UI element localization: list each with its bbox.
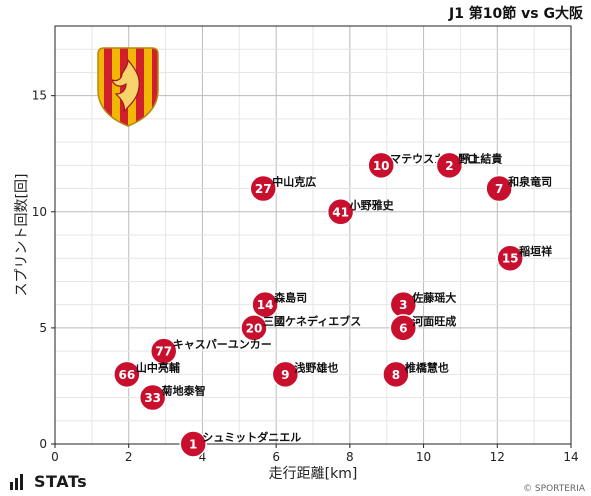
chart-title: J1 第10節 vs G大阪 xyxy=(448,6,583,22)
point-name-label: 佐藤瑶大 xyxy=(411,291,456,305)
player-point: 8 椎橋慧也 xyxy=(382,360,449,389)
player-point: 6 河面旺成 xyxy=(389,314,456,342)
x-tick-label: 2 xyxy=(125,450,133,464)
x-tick-label: 10 xyxy=(416,450,431,464)
crest-stripe xyxy=(120,48,128,126)
point-marker xyxy=(367,151,395,180)
point-marker xyxy=(149,337,178,365)
point-marker xyxy=(251,290,279,319)
plot-frame xyxy=(54,25,572,445)
y-tick-label: 10 xyxy=(32,205,47,219)
point-marker xyxy=(179,430,207,458)
y-axis-label: スプリント回数[回] xyxy=(14,174,30,297)
point-number-label: 7 xyxy=(495,182,503,196)
point-name-label: キャスパーユンカー xyxy=(173,338,272,351)
point-number-label: 33 xyxy=(144,391,161,405)
point-name-label: 椎橋慧也 xyxy=(404,360,449,374)
point-name-label: 菊地泰智 xyxy=(162,384,206,398)
player-point: 3 佐藤瑶大 xyxy=(389,291,456,319)
point-number-label: 6 xyxy=(399,321,407,335)
point-name-label: 和泉竜司 xyxy=(508,175,552,189)
point-number-label: 10 xyxy=(373,159,390,173)
player-point: 20 三國ケネディエブス xyxy=(240,314,361,342)
point-name-label: 三國ケネディエブス xyxy=(263,314,361,328)
point-marker xyxy=(249,174,277,203)
point-marker xyxy=(435,151,464,180)
crest-shape xyxy=(97,47,159,127)
copyright: © SPORTERIA xyxy=(523,484,585,494)
point-number-label: 27 xyxy=(255,182,272,196)
point-marker xyxy=(382,360,410,389)
point-marker xyxy=(113,360,141,389)
stats-logo: STATs xyxy=(10,472,87,491)
point-marker xyxy=(138,383,167,412)
point-marker xyxy=(485,174,513,203)
phoenix-icon xyxy=(111,58,140,113)
point-marker xyxy=(271,360,300,389)
x-tick-label: 4 xyxy=(199,450,207,464)
player-point: 33 菊地泰智 xyxy=(138,383,206,412)
crest-stripes xyxy=(104,48,158,126)
crest-stripe xyxy=(104,48,112,126)
crest-stripe xyxy=(136,48,144,126)
point-name-label: 中山克広 xyxy=(272,175,316,189)
x-tick-label: 8 xyxy=(346,450,354,464)
point-number-label: 15 xyxy=(502,252,519,266)
x-tick-label: 0 xyxy=(51,450,59,464)
player-point: 14 森島司 xyxy=(251,290,307,319)
point-name-label: 森島司 xyxy=(274,291,307,305)
y-tick-label: 5 xyxy=(39,321,47,335)
point-marker xyxy=(326,198,355,226)
y-tick-label: 15 xyxy=(32,89,47,103)
point-number-label: 1 xyxy=(189,438,197,452)
point-name-label: 河面旺成 xyxy=(412,314,456,328)
point-name-label: 小野雅史 xyxy=(349,198,395,212)
player-point: 9 浅野雄也 xyxy=(271,360,338,389)
stats-brand: STATs xyxy=(34,472,88,491)
point-number-label: 9 xyxy=(281,368,289,382)
point-marker xyxy=(496,244,524,272)
x-tick-label: 12 xyxy=(490,450,505,464)
point-name-label: 浅野雄也 xyxy=(294,360,338,374)
player-point: 2 野上結貴 xyxy=(435,151,502,180)
point-number-label: 41 xyxy=(332,205,349,219)
point-marker xyxy=(240,314,268,342)
point-number-label: 77 xyxy=(155,345,172,359)
player-point: 15 稲垣祥 xyxy=(496,244,552,272)
player-point: 1 シュミットダニエル xyxy=(179,430,301,458)
point-number-label: 14 xyxy=(257,298,274,312)
x-axis-label: 走行距離[km] xyxy=(269,465,358,482)
player-point: 27 中山克広 xyxy=(249,174,316,203)
player-point: 41 小野雅史 xyxy=(326,198,395,226)
point-number-label: 8 xyxy=(392,368,400,382)
crest-border xyxy=(97,47,159,127)
point-name-label: 稲垣祥 xyxy=(519,244,552,258)
y-tick-label: 0 xyxy=(39,437,47,451)
player-point: 77 キャスパーユンカー xyxy=(149,337,272,365)
point-number-label: 3 xyxy=(399,298,407,312)
player-point: 66 山中亮輔 xyxy=(113,360,180,389)
point-marker xyxy=(389,314,418,342)
point-name-label: 野上結貴 xyxy=(458,151,502,165)
player-point: 7 和泉竜司 xyxy=(485,174,552,203)
crest-stripe xyxy=(152,48,158,126)
point-number-label: 2 xyxy=(445,159,453,173)
point-number-label: 20 xyxy=(246,321,263,335)
point-name-label: シュミットダニエル xyxy=(202,430,301,444)
point-name-label: 山中亮輔 xyxy=(136,360,180,374)
club-emblem xyxy=(97,47,159,127)
x-tick-label: 14 xyxy=(563,450,578,464)
x-tick-label: 6 xyxy=(272,450,280,464)
stats-bars-icon xyxy=(10,473,23,490)
point-number-label: 66 xyxy=(119,368,136,382)
